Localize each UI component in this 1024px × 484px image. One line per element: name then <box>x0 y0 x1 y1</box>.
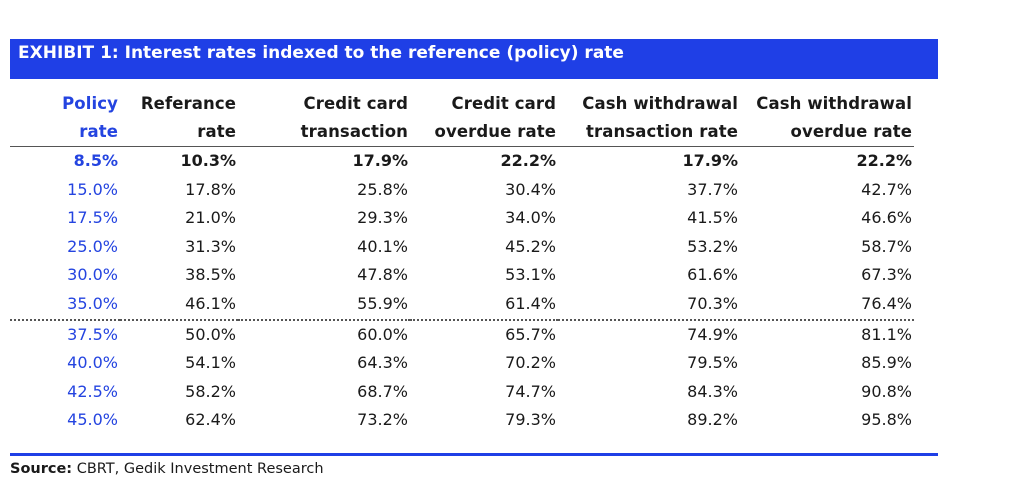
table-row: 25.0% 31.3% 40.1% 45.2% 53.2% 58.7% <box>10 233 914 262</box>
table-body: 8.5% 10.3% 17.9% 22.2% 17.9% 22.2% 15.0% 17.8% 2… <box>10 147 914 435</box>
source-label: Source: <box>10 461 73 477</box>
table-cell: 40.1% <box>357 236 408 256</box>
column-header-line: Cash withdrawal <box>582 94 738 113</box>
source-note: Source: CBRT, Gedik Investment Research <box>10 461 324 477</box>
table-cell: 89.2% <box>687 410 738 430</box>
column-header-line: rate <box>79 122 118 141</box>
table-cell: 17.9% <box>352 151 408 170</box>
table-cell: 41.5% <box>687 208 738 228</box>
interest-rate-table: Policy rate Referance rate Credit card transa… <box>10 90 914 435</box>
table-cell: 17.9% <box>682 151 738 170</box>
table-cell: 37.7% <box>687 179 738 199</box>
table-cell: 74.9% <box>687 324 738 344</box>
table-row: 35.0% 46.1% 55.9% 61.4% 70.3% 76.4% <box>10 289 914 321</box>
table-cell: 50.0% <box>185 324 236 344</box>
exhibit-title: EXHIBIT 1: Interest rates indexed to the… <box>18 43 624 63</box>
table-row: 15.0% 17.8% 25.8% 30.4% 37.7% 42.7% <box>10 176 914 205</box>
column-header-line: transaction <box>300 122 408 141</box>
table-cell: 53.2% <box>687 236 738 256</box>
table-cell: 64.3% <box>357 353 408 373</box>
table-cell: 70.3% <box>558 289 740 321</box>
table-row: 40.0% 54.1% 64.3% 70.2% 79.5% 85.9% <box>10 349 914 378</box>
column-header: Credit card transaction <box>238 90 410 147</box>
column-header-line: Credit card <box>303 94 408 113</box>
table-cell: 61.4% <box>410 289 558 321</box>
table-row: 45.0% 62.4% 73.2% 79.3% 89.2% 95.8% <box>10 406 914 435</box>
table-cell: 30.4% <box>505 179 556 199</box>
table-row: 30.0% 38.5% 47.8% 53.1% 61.6% 67.3% <box>10 261 914 290</box>
column-header: Cash withdrawal transaction rate <box>558 90 740 147</box>
table-cell: 25.0% <box>67 236 118 256</box>
footer-rule <box>10 453 938 456</box>
table-cell: 54.1% <box>185 353 236 373</box>
column-header: Cash withdrawal overdue rate <box>740 90 914 147</box>
column-header: Policy rate <box>10 90 120 147</box>
table-cell: 45.2% <box>505 236 556 256</box>
table-cell: 70.2% <box>505 353 556 373</box>
table-cell: 84.3% <box>687 381 738 401</box>
table-cell: 35.0% <box>10 289 120 321</box>
table-cell: 22.2% <box>500 151 556 170</box>
table-row: 42.5% 58.2% 68.7% 74.7% 84.3% 90.8% <box>10 378 914 407</box>
table-cell: 67.3% <box>861 265 912 285</box>
exhibit-title-banner: EXHIBIT 1: Interest rates indexed to the… <box>10 39 938 79</box>
column-header: Credit card overdue rate <box>410 90 558 147</box>
table-cell: 47.8% <box>357 265 408 285</box>
table-cell: 61.6% <box>687 265 738 285</box>
table-cell: 15.0% <box>67 179 118 199</box>
table-cell: 90.8% <box>861 381 912 401</box>
column-header: Referance rate <box>120 90 238 147</box>
table-cell: 30.0% <box>67 265 118 285</box>
column-header-line: overdue rate <box>434 122 556 141</box>
table-cell: 42.7% <box>861 179 912 199</box>
table-cell: 58.2% <box>185 381 236 401</box>
table-cell: 46.6% <box>861 208 912 228</box>
column-header-line: Policy <box>62 94 118 113</box>
table-cell: 31.3% <box>185 236 236 256</box>
table-cell: 62.4% <box>185 410 236 430</box>
table-cell: 17.8% <box>185 179 236 199</box>
table-cell: 34.0% <box>505 208 556 228</box>
table-cell: 73.2% <box>357 410 408 430</box>
table-cell: 10.3% <box>180 151 236 170</box>
table-cell: 65.7% <box>505 324 556 344</box>
table-cell: 79.3% <box>505 410 556 430</box>
column-header-line: rate <box>197 122 236 141</box>
table-cell: 55.9% <box>238 289 410 321</box>
table-cell: 22.2% <box>856 151 912 170</box>
table-cell: 37.5% <box>67 324 118 344</box>
table-cell: 25.8% <box>357 179 408 199</box>
table-cell: 29.3% <box>357 208 408 228</box>
table-cell: 81.1% <box>861 324 912 344</box>
table-cell: 17.5% <box>67 208 118 228</box>
table-cell: 68.7% <box>357 381 408 401</box>
table-cell: 42.5% <box>67 381 118 401</box>
table-cell: 45.0% <box>67 410 118 430</box>
column-header-line: transaction rate <box>586 122 738 141</box>
table-cell: 53.1% <box>505 265 556 285</box>
table-cell: 21.0% <box>185 208 236 228</box>
table-cell: 85.9% <box>861 353 912 373</box>
header-row: Policy rate Referance rate Credit card transa… <box>10 90 914 147</box>
column-header-line: Cash withdrawal <box>756 94 912 113</box>
column-header-line: Referance <box>140 94 236 113</box>
table-cell: 38.5% <box>185 265 236 285</box>
table-cell: 40.0% <box>67 353 118 373</box>
table-header: Policy rate Referance rate Credit card transa… <box>10 90 914 147</box>
table-cell: 46.1% <box>120 289 238 321</box>
table-cell: 8.5% <box>73 151 118 170</box>
table-cell: 60.0% <box>357 324 408 344</box>
table-cell: 74.7% <box>505 381 556 401</box>
column-header-line: overdue rate <box>790 122 912 141</box>
column-header-line: Credit card <box>451 94 556 113</box>
table-row: 8.5% 10.3% 17.9% 22.2% 17.9% 22.2% <box>10 147 914 176</box>
table-cell: 79.5% <box>687 353 738 373</box>
table-cell: 95.8% <box>861 410 912 430</box>
source-text: CBRT, Gedik Investment Research <box>76 461 324 477</box>
table-cell: 58.7% <box>861 236 912 256</box>
table-row: 17.5% 21.0% 29.3% 34.0% 41.5% 46.6% <box>10 204 914 233</box>
table-row: 37.5% 50.0% 60.0% 65.7% 74.9% 81.1% <box>10 320 914 350</box>
table-cell: 76.4% <box>740 289 914 321</box>
